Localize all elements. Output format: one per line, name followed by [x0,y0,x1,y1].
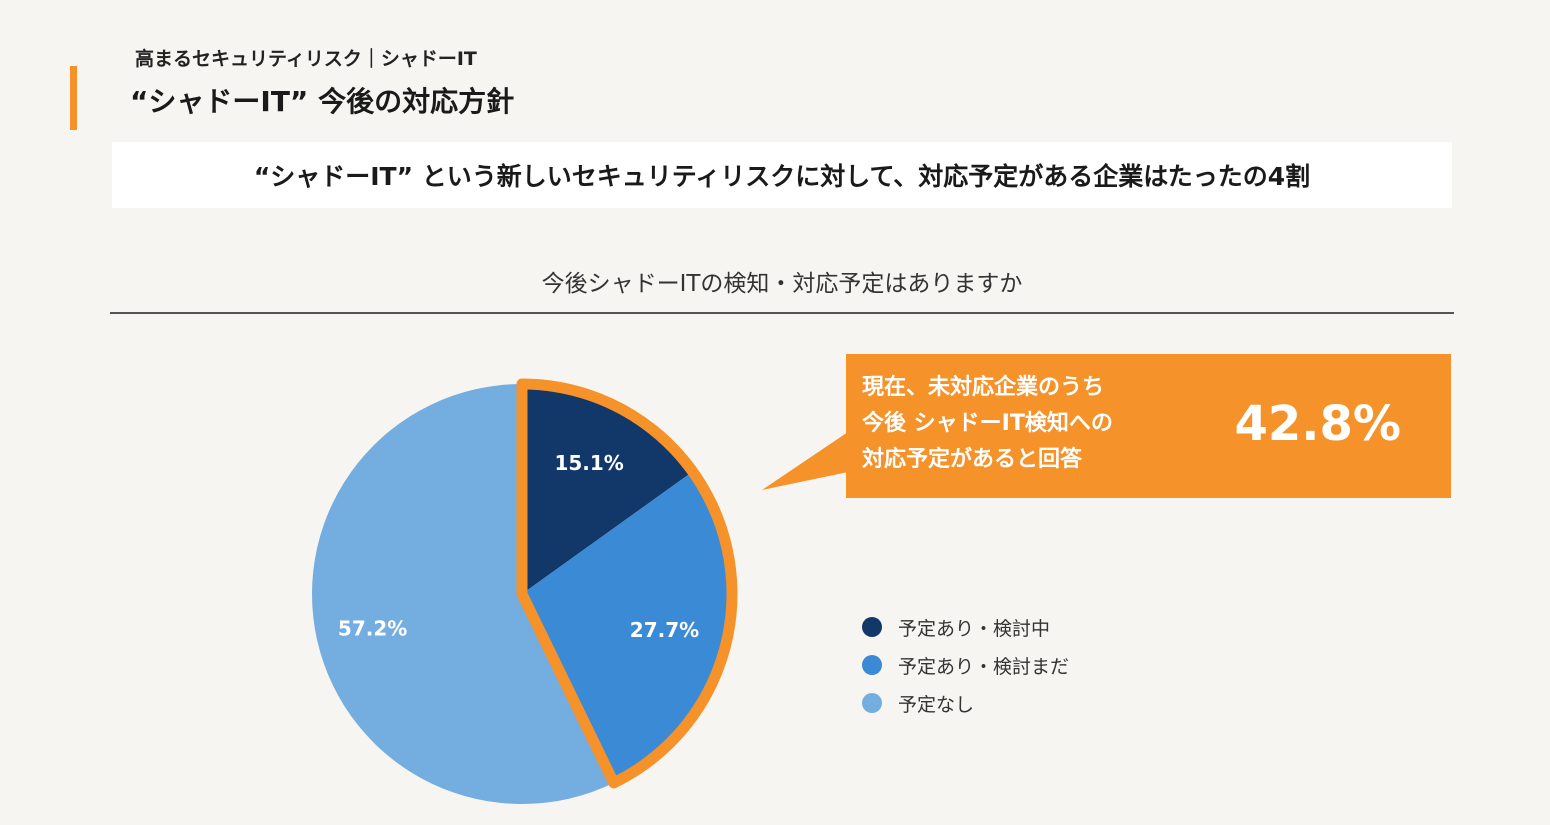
legend-swatch [862,693,882,713]
pie-slice [312,384,614,804]
legend-label: 予定あり・検討中 [898,617,1051,640]
legend-item: 予定なし [862,684,1069,722]
section-subtitle: 高まるセキュリティリスク｜シャドーIT [135,48,477,70]
chart-title-divider [110,312,1454,314]
legend-swatch [862,617,882,637]
highlight-border [516,378,738,789]
callout-pointer [762,432,848,490]
headline-text: “シャドーIT” という新しいセキュリティリスクに対して、対応予定がある企業はた… [253,162,1311,191]
legend-item: 予定あり・検討中 [862,608,1069,646]
callout-line-1: 現在、未対応企業のうち [862,375,1105,400]
pie-slice [522,471,733,783]
chart-title: 今後シャドーITの検知・対応予定はありますか [541,271,1023,297]
pie-data-label: 57.2% [338,616,407,640]
legend-label: 予定あり・検討まだ [898,655,1070,678]
callout-line-2: 今後 シャドーIT検知への [862,411,1113,436]
chart-legend: 予定あり・検討中 予定あり・検討まだ 予定なし [862,608,1069,722]
pie-slice [522,384,693,594]
pie-data-label: 15.1% [554,451,623,475]
legend-item: 予定あり・検討まだ [862,646,1069,684]
pie-data-label: 27.7% [630,618,699,642]
title-accent-bar [70,66,77,130]
callout-line-3: 対応予定があると回答 [862,447,1083,472]
page-title: “シャドーIT” 今後の対応方針 [130,85,515,118]
legend-swatch [862,655,882,675]
callout-value: 42.8% [1234,396,1401,452]
legend-label: 予定なし [898,693,975,716]
headline-box: “シャドーIT” という新しいセキュリティリスクに対して、対応予定がある企業はた… [112,142,1452,208]
callout-box: 現在、未対応企業のうち 今後 シャドーIT検知への 対応予定があると回答 42.… [846,354,1451,498]
callout-text: 現在、未対応企業のうち 今後 シャドーIT検知への 対応予定があると回答 [862,370,1113,478]
